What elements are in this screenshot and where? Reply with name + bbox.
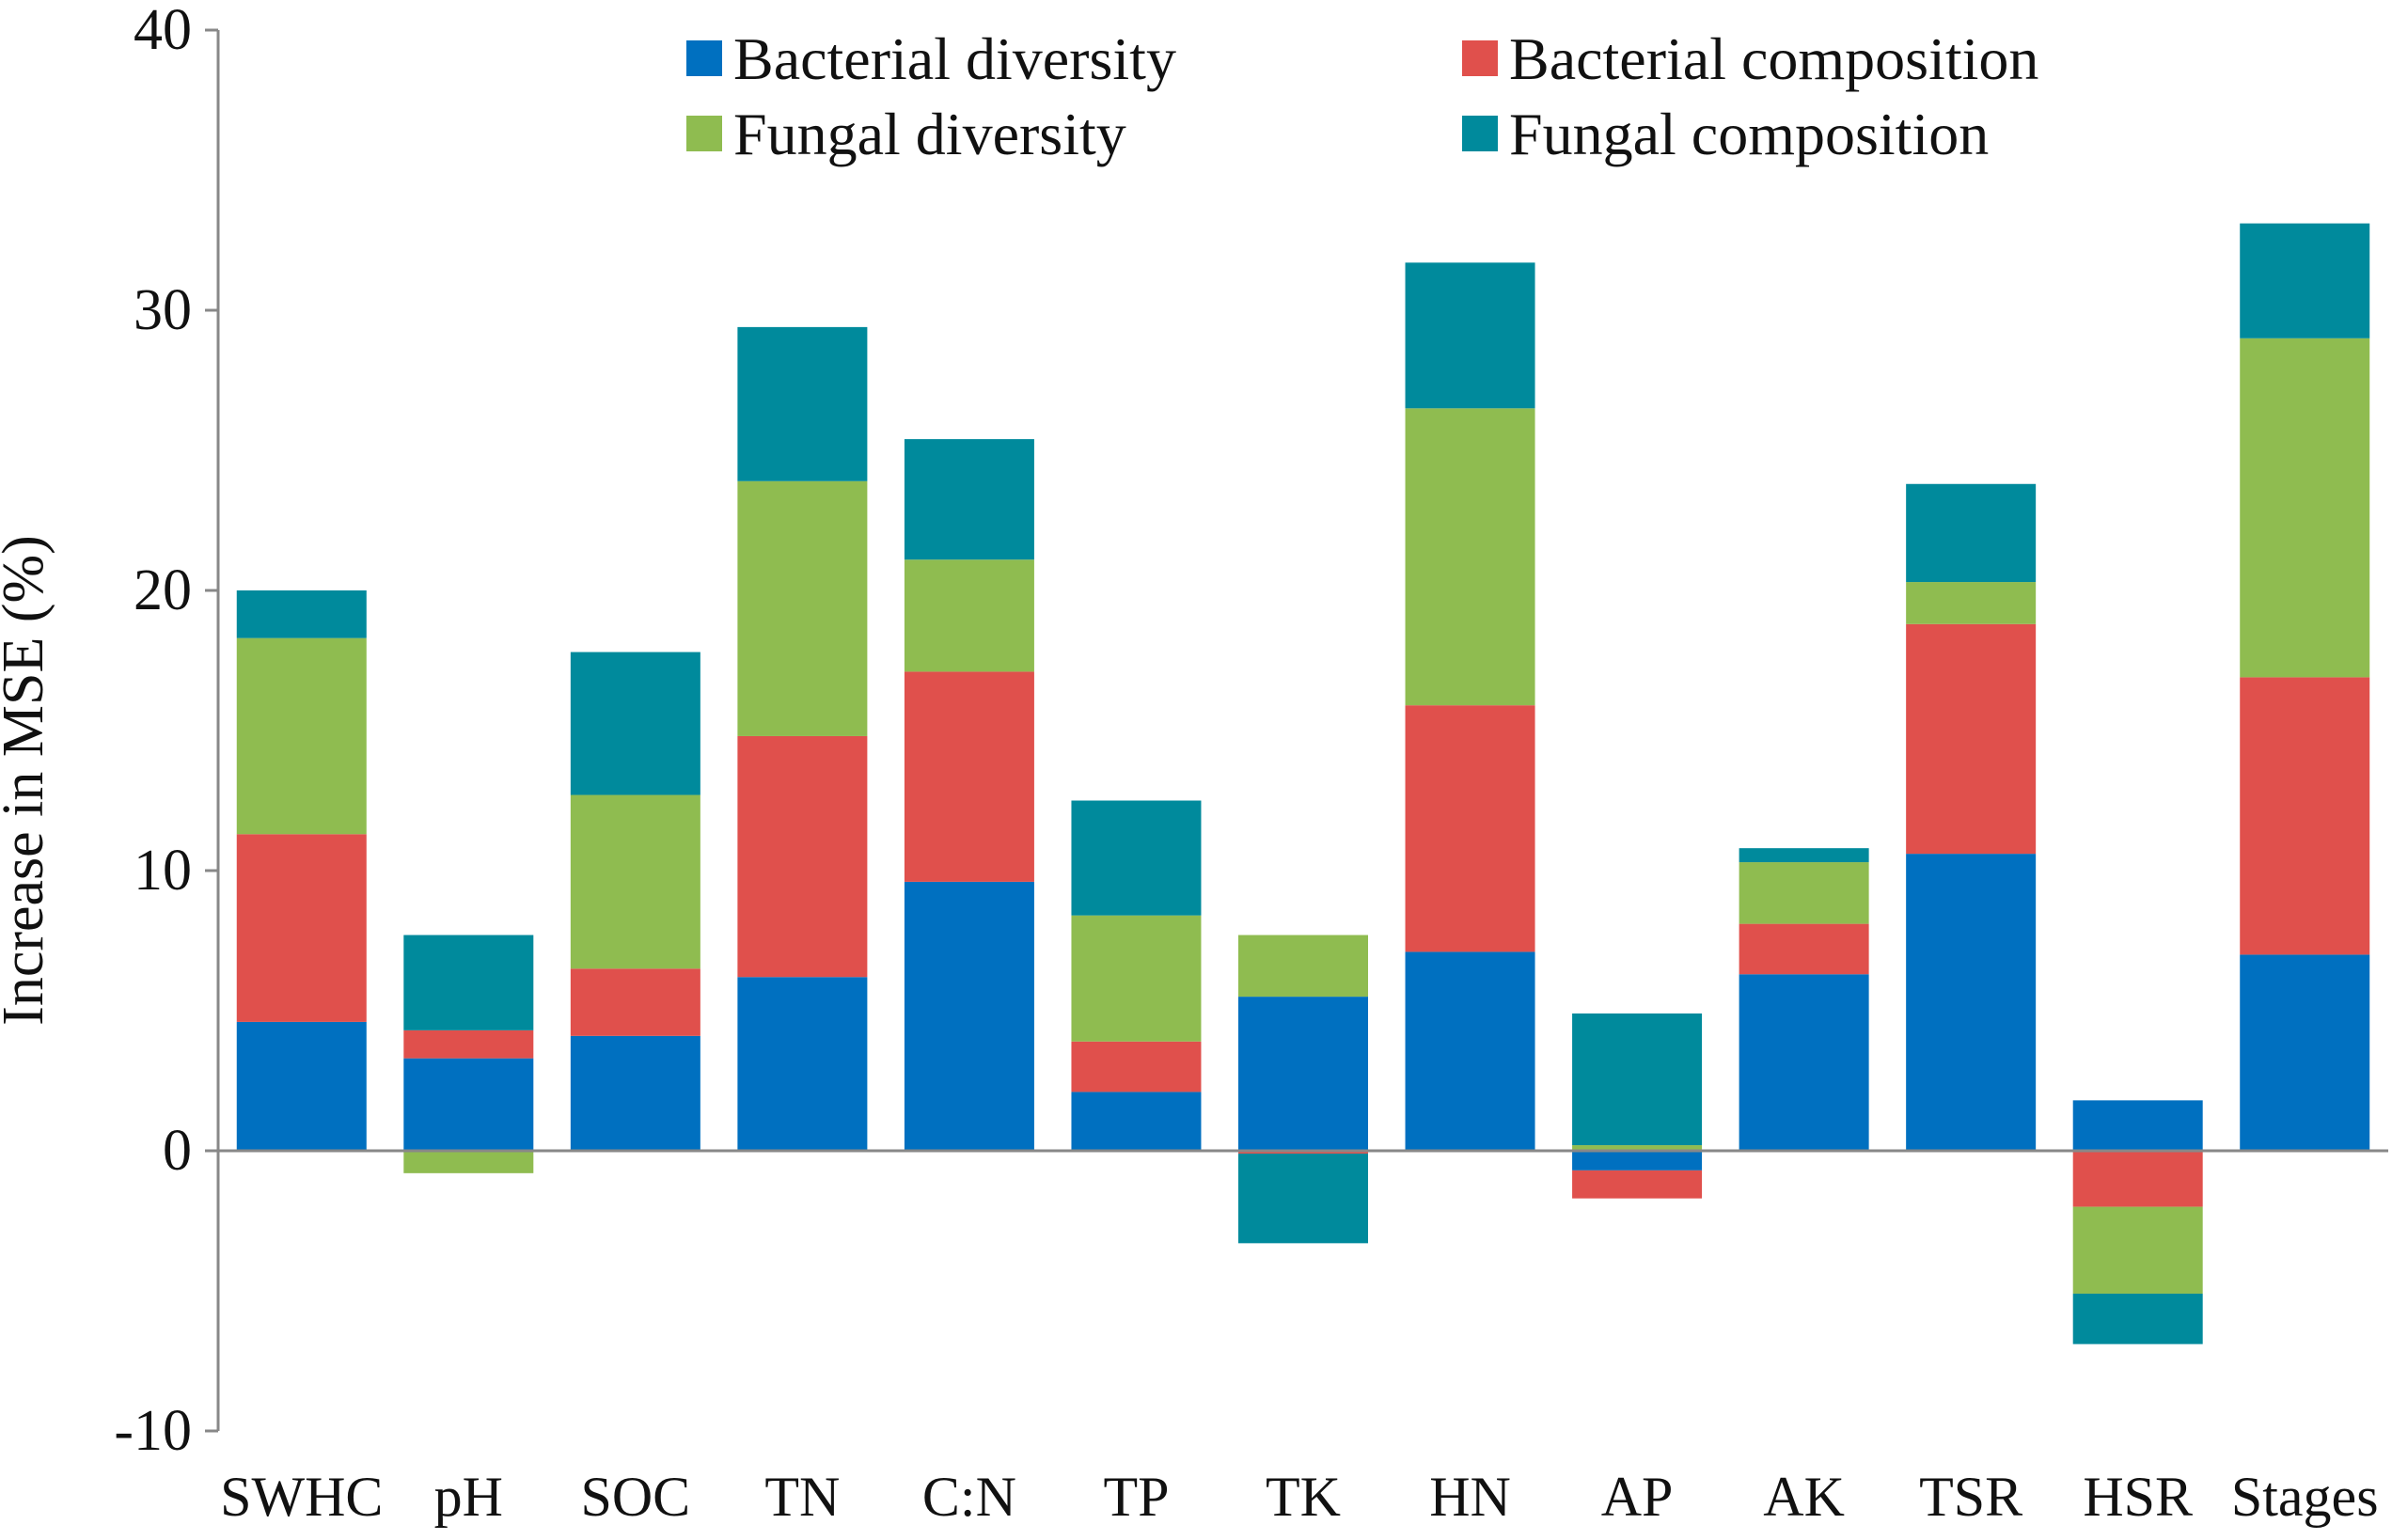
legend-swatch-fungal-diversity (686, 116, 722, 151)
bar-stages-fungal-diversity (2240, 338, 2370, 678)
x-labels: SWHC pH SOC TN C:N TP TK HN AP AK TSR HSR Stages (220, 1466, 2378, 1528)
bar-ph-fungal-composition (403, 935, 534, 1030)
legend-swatch-bacterial-diversity (686, 40, 722, 76)
bar-hn-bacterial-diversity (1405, 951, 1535, 1151)
bar-swhc-bacterial-diversity (236, 1021, 367, 1151)
bar-ph-bacterial-composition (403, 1029, 534, 1059)
x-category-label: TN (764, 1466, 840, 1528)
x-category-label: Stages (2231, 1466, 2379, 1528)
bar-hsr-bacterial-diversity (2072, 1100, 2203, 1151)
bar-tsr-fungal-composition (1906, 483, 2037, 583)
bar-stages-bacterial-diversity (2240, 954, 2370, 1151)
x-category-label: SOC (580, 1466, 690, 1528)
bar-soc-bacterial-composition (570, 968, 700, 1036)
x-category-label: TK (1266, 1466, 1341, 1528)
bar-hn-bacterial-composition (1405, 705, 1535, 952)
bar-hsr-fungal-diversity (2072, 1206, 2203, 1294)
bar-swhc-fungal-composition (236, 590, 367, 638)
bar-stages-fungal-composition (2240, 223, 2370, 338)
x-category-label: TP (1103, 1466, 1169, 1528)
y-ticks: -10 0 10 20 30 40 (114, 0, 218, 1463)
bar-ph-bacterial-diversity (403, 1058, 534, 1151)
bar-tsr-bacterial-composition (1906, 623, 2037, 855)
bar-tn-fungal-composition (737, 326, 868, 481)
bar-ak-bacterial-diversity (1739, 974, 1869, 1151)
bar-tk-fungal-composition (1238, 1153, 1368, 1244)
legend: Bacterial diversity Bacterial composition… (686, 25, 2038, 167)
x-category-label: TSR (1919, 1466, 2022, 1528)
bar-stages-bacterial-composition (2240, 677, 2370, 955)
x-category-label: C:N (922, 1466, 1016, 1528)
x-category-label: HN (1429, 1466, 1511, 1528)
bar-tp-fungal-diversity (1071, 915, 1202, 1042)
bar-hn-fungal-diversity (1405, 408, 1535, 706)
bar-ph-fungal-diversity (403, 1151, 534, 1173)
x-category-label: AP (1601, 1466, 1674, 1528)
y-axis-title: Increase in MSE (%) (0, 535, 55, 1026)
legend-swatch-bacterial-composition (1462, 40, 1498, 76)
legend-swatch-fungal-composition (1462, 116, 1498, 151)
bar-tp-bacterial-composition (1071, 1041, 1202, 1092)
legend-label-bacterial-composition: Bacterial composition (1509, 25, 2038, 92)
bar-tn-fungal-diversity (737, 480, 868, 736)
bar-swhc-fungal-diversity (236, 637, 367, 835)
legend-label-fungal-composition: Fungal composition (1509, 101, 1989, 167)
bar-tsr-fungal-diversity (1906, 582, 2037, 624)
y-tick-label: 10 (134, 839, 192, 903)
bar-tk-fungal-diversity (1238, 935, 1368, 998)
bar-c-n-fungal-diversity (904, 559, 1034, 672)
bar-ak-bacterial-composition (1739, 923, 1869, 975)
bar-swhc-bacterial-composition (236, 834, 367, 1022)
bar-tn-bacterial-diversity (737, 977, 868, 1151)
bar-tp-bacterial-diversity (1071, 1092, 1202, 1151)
x-category-label: AK (1763, 1466, 1845, 1528)
legend-label-bacterial-diversity: Bacterial diversity (733, 25, 1176, 92)
x-category-label: SWHC (220, 1466, 383, 1528)
bar-ap-fungal-composition (1572, 1013, 1703, 1146)
y-tick-label: 40 (134, 0, 192, 62)
bar-tk-bacterial-diversity (1238, 997, 1368, 1151)
bar-c-n-bacterial-diversity (904, 881, 1034, 1151)
bar-hn-fungal-composition (1405, 262, 1535, 409)
bar-soc-fungal-diversity (570, 794, 700, 969)
bar-soc-fungal-composition (570, 652, 700, 795)
bar-ak-fungal-diversity (1739, 862, 1869, 924)
bar-c-n-fungal-composition (904, 439, 1034, 560)
bar-tn-bacterial-composition (737, 735, 868, 978)
bar-soc-bacterial-diversity (570, 1035, 700, 1151)
y-tick-label: 20 (134, 558, 192, 622)
bar-c-n-bacterial-composition (904, 671, 1034, 882)
bar-ap-bacterial-diversity (1572, 1151, 1703, 1171)
bar-ak-fungal-composition (1739, 848, 1869, 863)
bar-ap-fungal-diversity (1572, 1145, 1703, 1151)
y-tick-label: 0 (163, 1119, 192, 1183)
x-category-label: HSR (2083, 1466, 2193, 1528)
legend-label-fungal-diversity: Fungal diversity (733, 101, 1126, 167)
y-tick-label: -10 (114, 1399, 192, 1463)
x-category-label: pH (434, 1466, 503, 1528)
y-tick-label: 30 (134, 278, 192, 342)
bar-hsr-fungal-composition (2072, 1293, 2203, 1344)
bars (218, 223, 2388, 1344)
bar-ap-bacterial-composition (1572, 1170, 1703, 1199)
bar-tp-fungal-composition (1071, 800, 1202, 916)
bar-tsr-bacterial-diversity (1906, 854, 2037, 1151)
bar-hsr-bacterial-composition (2072, 1151, 2203, 1207)
